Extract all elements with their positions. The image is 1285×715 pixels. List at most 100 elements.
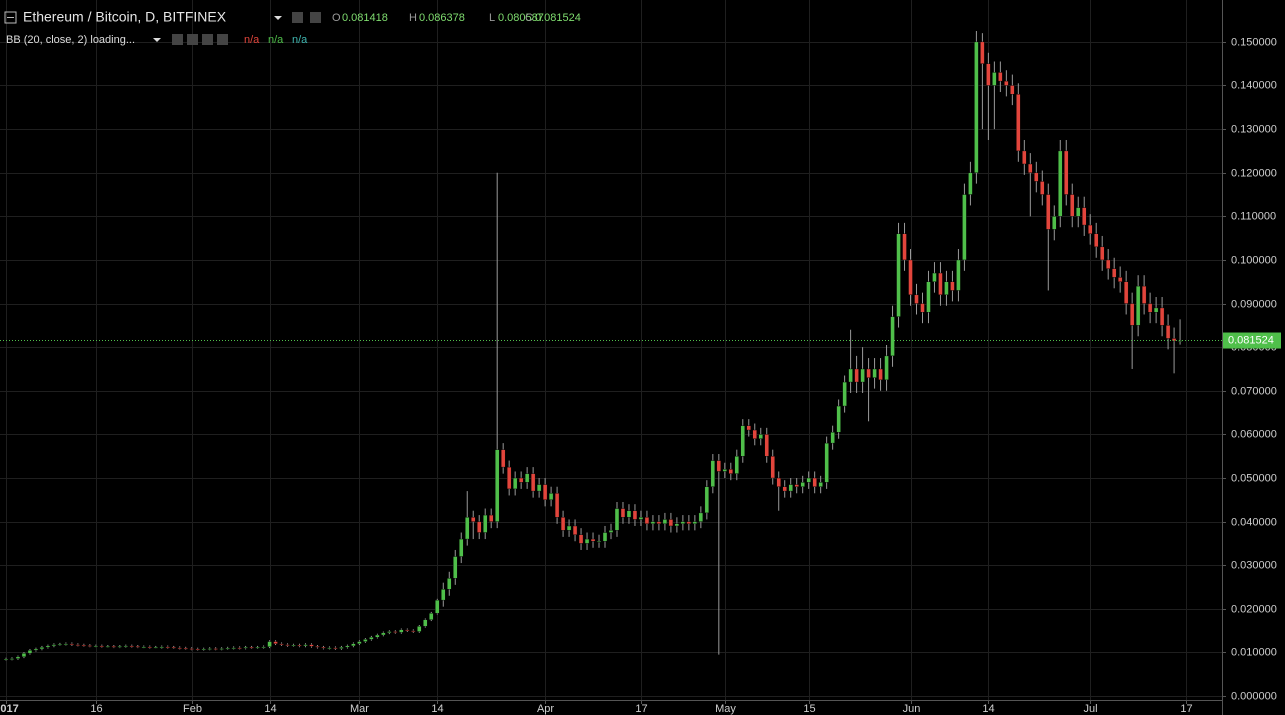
candle-body	[1076, 207, 1081, 217]
chart-title: Ethereum / Bitcoin, D, BITFINEX	[23, 9, 227, 25]
candle-body	[992, 72, 997, 86]
candle-body	[986, 63, 991, 86]
candle-body	[21, 653, 27, 658]
symbol-menu[interactable]	[274, 16, 282, 20]
x-tick-label: Jun	[903, 703, 921, 715]
candle-body	[542, 484, 548, 501]
indicator-name: BB (20, close, 2) loading...	[6, 34, 135, 46]
candle-body	[9, 658, 15, 660]
candle-body	[842, 381, 847, 407]
candle-body	[195, 648, 200, 651]
candle-body	[69, 643, 75, 645]
x-tick-label: Jul	[1083, 703, 1097, 715]
candle-body	[956, 259, 961, 291]
candle-body	[1177, 340, 1183, 342]
indicator-button[interactable]	[202, 34, 213, 45]
candle-body	[117, 646, 123, 648]
candle-body	[231, 647, 236, 649]
candle-body	[213, 648, 218, 650]
collapse-button[interactable]	[4, 11, 17, 24]
candle-body	[1094, 233, 1099, 248]
candle-body	[1123, 281, 1129, 304]
x-tick-label: 14	[982, 703, 994, 715]
x-tick-label: Feb	[183, 703, 202, 715]
candle-body	[614, 508, 620, 531]
candle-body	[375, 634, 380, 638]
indicator-menu[interactable]	[153, 38, 161, 42]
candle-body	[321, 647, 326, 649]
candle-body	[435, 599, 440, 614]
candle-body	[728, 469, 734, 474]
candle-body	[890, 316, 895, 357]
candle-body	[698, 512, 704, 522]
hide-button[interactable]	[292, 12, 303, 23]
ohlc-label: L	[489, 12, 495, 24]
candle-body	[93, 645, 99, 648]
candle-body	[914, 294, 919, 304]
last-price-label: 0.081524	[1228, 334, 1274, 346]
y-tick-label: 0.090000	[1231, 298, 1277, 310]
candle-body	[45, 645, 51, 648]
candle-body	[608, 530, 614, 533]
candle-body	[524, 473, 530, 483]
candle-body	[87, 645, 93, 647]
candle-body	[686, 521, 692, 525]
candle-body	[381, 632, 386, 636]
candle-body	[51, 644, 57, 647]
x-tick-label: Apr	[537, 703, 554, 715]
candle-body	[147, 646, 152, 648]
candle-body	[99, 645, 105, 648]
y-tick-label: 0.150000	[1231, 36, 1277, 48]
candle-body	[746, 425, 751, 431]
indicator-button[interactable]	[217, 34, 228, 45]
candle-body	[339, 647, 344, 649]
candle-body	[494, 449, 500, 522]
candle-body	[1111, 268, 1117, 278]
candle-body	[770, 455, 775, 479]
candle-body	[620, 508, 626, 518]
candle-body	[788, 484, 793, 492]
ohlc-value: 0.086378	[419, 12, 465, 24]
candle-body	[285, 644, 290, 646]
candle-body	[111, 646, 117, 648]
candle-body	[303, 644, 308, 647]
candle-body	[806, 477, 811, 483]
candle-body	[680, 521, 686, 525]
candle-body	[441, 589, 446, 601]
ohlc-value: 0.080587	[498, 12, 544, 24]
candle-body	[554, 493, 560, 518]
candle-body	[141, 646, 146, 648]
candle-body	[1105, 259, 1111, 269]
candle-body	[854, 368, 859, 383]
candle-body	[411, 630, 416, 632]
x-tick-label: 17	[1180, 703, 1192, 715]
y-tick-label: 0.020000	[1231, 603, 1277, 615]
grid	[0, 0, 1222, 700]
candle-body	[1046, 194, 1051, 230]
candle-body	[399, 629, 404, 633]
candle-body	[1141, 285, 1147, 304]
candle-body	[75, 644, 81, 646]
candles	[0, 30, 1222, 661]
indicator-button[interactable]	[172, 34, 183, 45]
candle-body	[39, 647, 45, 650]
candle-body	[530, 473, 536, 492]
candle-body	[710, 460, 716, 487]
candle-body	[129, 645, 134, 648]
candle-body	[369, 636, 374, 640]
candle-body	[279, 643, 284, 645]
candle-body	[297, 644, 302, 647]
candle-body	[572, 525, 578, 535]
candle-body	[794, 484, 799, 487]
candle-body	[1165, 325, 1171, 339]
settings-button[interactable]	[310, 12, 321, 23]
candle-body	[1147, 303, 1153, 313]
candle-body	[866, 368, 871, 378]
candle-body	[1034, 172, 1039, 182]
candle-body	[1016, 94, 1021, 152]
indicator-button[interactable]	[187, 34, 198, 45]
candle-body	[219, 648, 224, 650]
candle-body	[153, 647, 158, 649]
candle-body	[668, 519, 674, 527]
